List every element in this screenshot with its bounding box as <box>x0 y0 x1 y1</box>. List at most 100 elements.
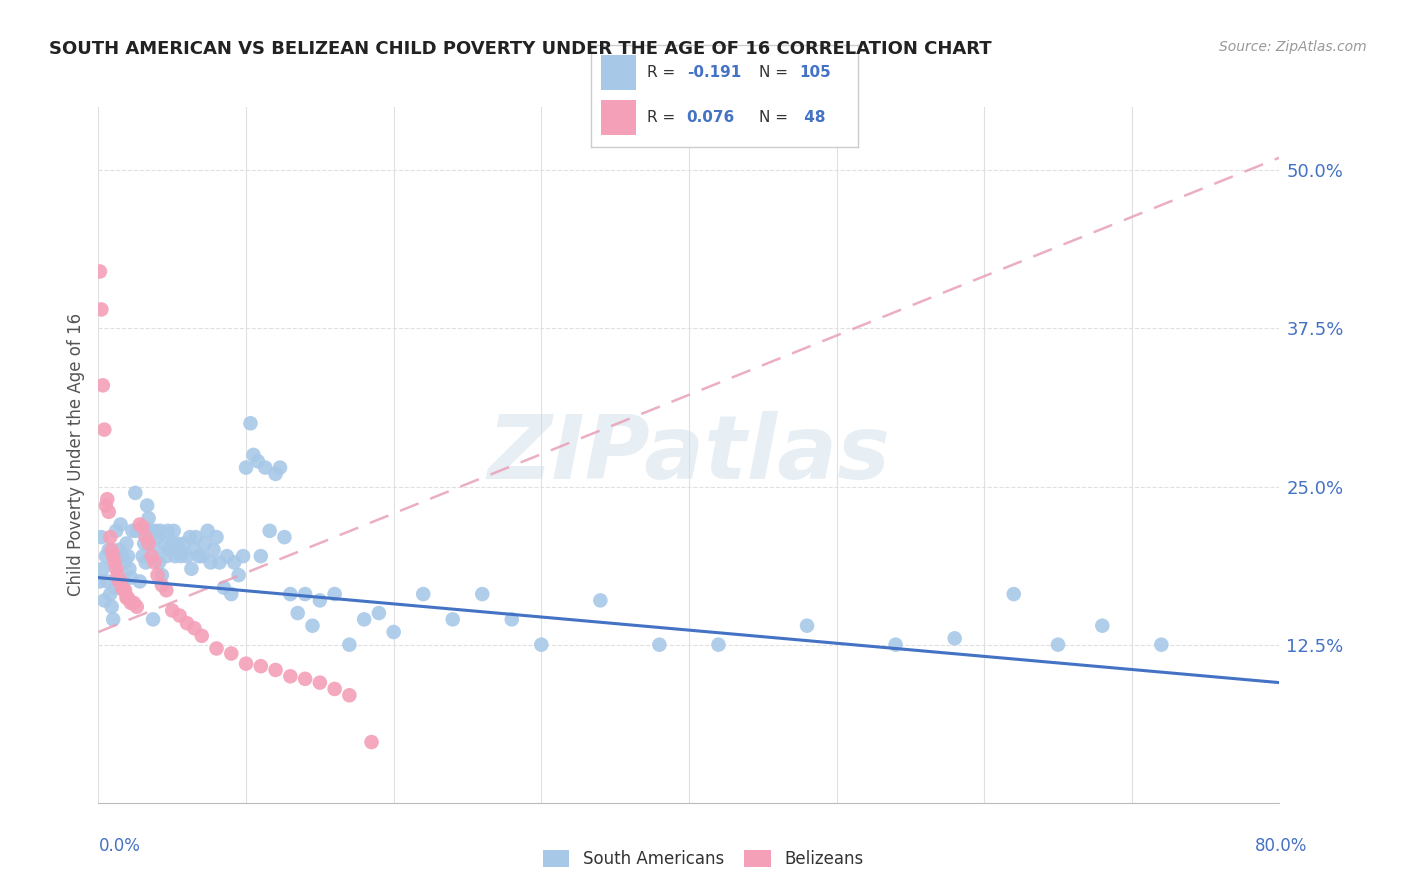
Point <box>97 542 120 557</box>
Point <box>148 556 170 570</box>
Point <box>96 574 118 589</box>
Point <box>339 688 360 702</box>
Point <box>124 486 146 500</box>
Point <box>194 536 217 550</box>
Point <box>278 669 302 683</box>
Point <box>278 587 302 601</box>
Point <box>150 578 173 592</box>
Point <box>215 549 238 563</box>
Point <box>273 530 295 544</box>
Point <box>100 599 122 614</box>
Point <box>176 616 198 631</box>
Point <box>143 556 166 570</box>
Point <box>122 596 145 610</box>
Point <box>884 638 907 652</box>
Point <box>93 423 115 437</box>
Text: 48: 48 <box>799 110 825 125</box>
Point <box>169 608 191 623</box>
Point <box>250 549 273 563</box>
Point <box>112 574 135 589</box>
Point <box>141 549 163 563</box>
Point <box>179 530 201 544</box>
Point <box>120 571 142 585</box>
Point <box>235 460 257 475</box>
Point <box>136 499 159 513</box>
Text: SOUTH AMERICAN VS BELIZEAN CHILD POVERTY UNDER THE AGE OF 16 CORRELATION CHART: SOUTH AMERICAN VS BELIZEAN CHILD POVERTY… <box>49 40 991 58</box>
Text: 105: 105 <box>799 65 831 79</box>
Text: N =: N = <box>759 110 787 125</box>
Point <box>259 524 281 538</box>
Point <box>94 499 117 513</box>
Point <box>441 612 464 626</box>
Point <box>1046 638 1069 652</box>
Point <box>117 591 139 605</box>
Point <box>501 612 523 626</box>
Legend: South Americans, Belizeans: South Americans, Belizeans <box>537 845 869 873</box>
Point <box>110 574 132 589</box>
Point <box>264 663 287 677</box>
Point <box>323 587 346 601</box>
Text: Source: ZipAtlas.com: Source: ZipAtlas.com <box>1219 40 1367 54</box>
Point <box>94 549 117 563</box>
Point <box>105 562 128 576</box>
Point <box>121 524 143 538</box>
Point <box>157 542 180 557</box>
Point <box>287 606 309 620</box>
Point <box>135 530 157 544</box>
Point <box>200 556 222 570</box>
Point <box>180 562 202 576</box>
Point <box>648 638 671 652</box>
Point <box>294 587 316 601</box>
Point <box>89 574 111 589</box>
Text: 0.076: 0.076 <box>686 110 735 125</box>
Point <box>269 460 291 475</box>
Point <box>309 593 332 607</box>
Point <box>183 621 205 635</box>
Point <box>90 530 112 544</box>
Point <box>176 549 198 563</box>
Point <box>125 524 148 538</box>
Point <box>242 448 264 462</box>
Point <box>91 562 114 576</box>
Point <box>156 524 179 538</box>
Point <box>170 549 193 563</box>
Point <box>589 593 612 607</box>
Point <box>184 530 207 544</box>
Point <box>138 511 160 525</box>
Point <box>323 681 346 696</box>
Point <box>105 524 128 538</box>
Point <box>155 583 177 598</box>
Text: N =: N = <box>759 65 787 79</box>
Point <box>146 568 169 582</box>
Point <box>294 672 316 686</box>
Point <box>120 596 142 610</box>
Point <box>187 549 209 563</box>
Point <box>162 603 183 617</box>
Point <box>149 524 172 538</box>
Bar <box>602 55 636 90</box>
Point <box>309 675 332 690</box>
Point <box>115 536 138 550</box>
Point <box>104 581 127 595</box>
Point <box>111 581 134 595</box>
Point <box>134 536 156 550</box>
Point <box>114 583 136 598</box>
Text: ZIPatlas: ZIPatlas <box>488 411 890 499</box>
Point <box>183 542 205 557</box>
Point <box>108 574 131 589</box>
Point <box>118 562 141 576</box>
Y-axis label: Child Poverty Under the Age of 16: Child Poverty Under the Age of 16 <box>66 313 84 597</box>
Point <box>205 641 228 656</box>
Point <box>97 505 120 519</box>
Point <box>91 378 114 392</box>
Point <box>235 657 257 671</box>
Point <box>138 536 160 550</box>
Point <box>145 524 167 538</box>
Point <box>103 549 125 563</box>
Point <box>143 542 166 557</box>
Point <box>224 556 246 570</box>
Point <box>301 618 323 632</box>
Point <box>163 524 186 538</box>
Point <box>471 587 494 601</box>
Text: -0.191: -0.191 <box>686 65 741 79</box>
